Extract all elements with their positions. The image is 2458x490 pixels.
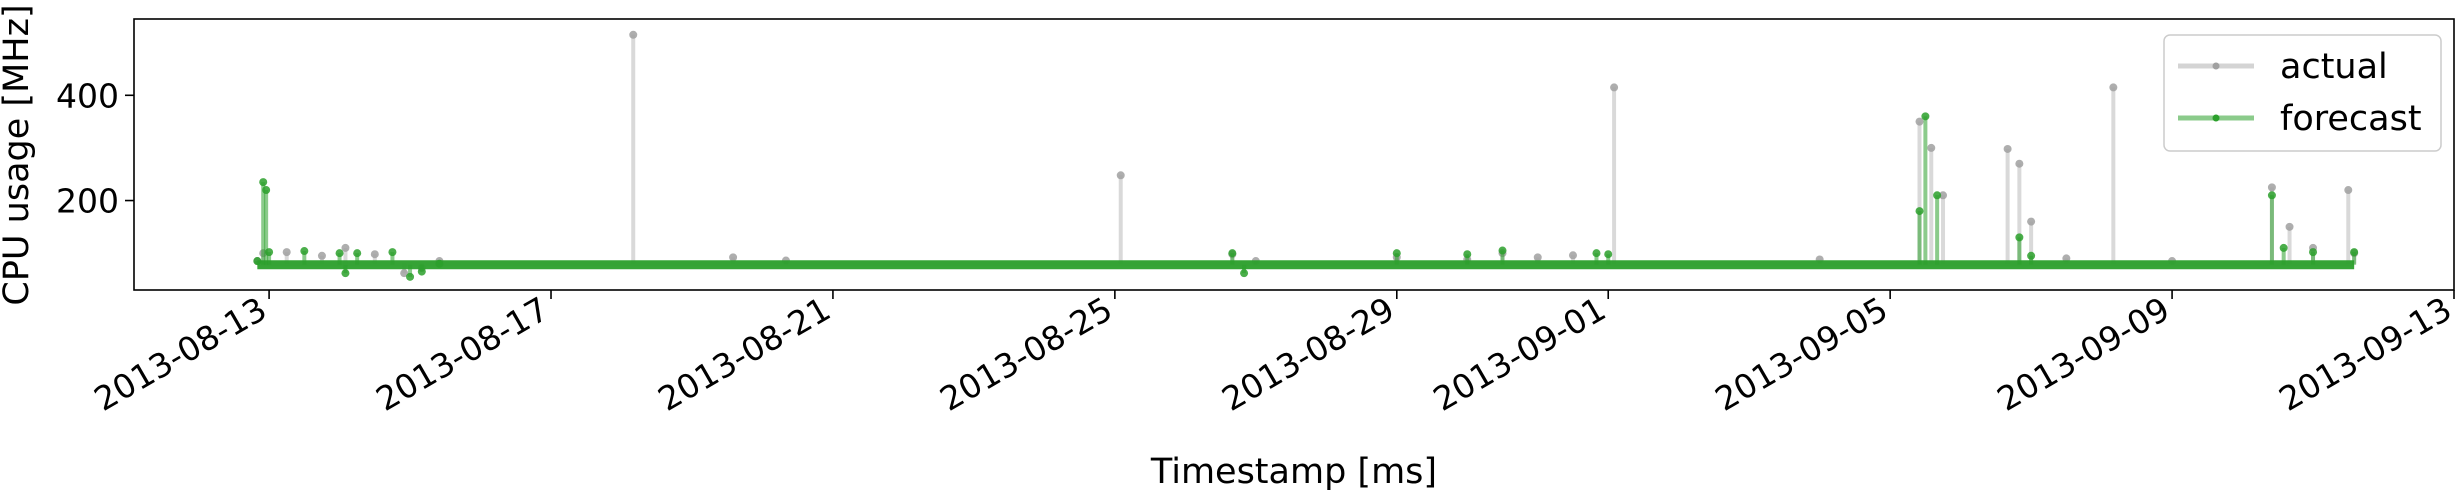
actual-point-24 bbox=[1939, 191, 1948, 200]
actual-point-6 bbox=[400, 269, 409, 278]
actual-point-25 bbox=[2003, 144, 2012, 153]
legend-actual-label: actual bbox=[2280, 47, 2388, 87]
forecast-point-1 bbox=[259, 178, 268, 187]
x-axis: 2013-08-13 2013-08-17 2013-08-21 2013-08-25… bbox=[88, 289, 2458, 419]
forecast-point-20 bbox=[1921, 112, 1930, 121]
actual-point-32 bbox=[2285, 222, 2294, 231]
forecast-point-18 bbox=[1604, 250, 1613, 259]
forecast-point-9 bbox=[406, 272, 415, 281]
forecast-point-4 bbox=[300, 247, 309, 256]
x-axis-label: Timestamp [ms] bbox=[1150, 452, 1437, 490]
forecast-point-6 bbox=[341, 269, 350, 278]
series-layer bbox=[253, 30, 2359, 281]
actual-point-20 bbox=[1610, 83, 1619, 92]
actual-point-19 bbox=[1568, 251, 1577, 260]
forecast-point-26 bbox=[2309, 248, 2318, 257]
legend: actual forecast bbox=[2163, 34, 2442, 152]
x-tick-label-0: 2013-08-13 bbox=[88, 289, 274, 419]
forecast-point-16 bbox=[1498, 246, 1507, 255]
forecast-point-0 bbox=[253, 257, 262, 266]
legend-forecast-label: forecast bbox=[2280, 99, 2422, 139]
actual-point-12 bbox=[1116, 171, 1125, 180]
actual-point-18 bbox=[1533, 253, 1542, 262]
forecast-point-11 bbox=[435, 259, 444, 268]
actual-point-29 bbox=[2109, 83, 2118, 92]
forecast-point-27 bbox=[2350, 248, 2359, 257]
forecast-point-13 bbox=[1240, 269, 1249, 278]
x-tick-label-1: 2013-08-17 bbox=[369, 289, 555, 419]
forecast-point-12 bbox=[1228, 249, 1237, 258]
x-tick-label-6: 2013-09-05 bbox=[1709, 289, 1895, 419]
forecast-point-14 bbox=[1392, 249, 1401, 258]
x-tick-label-4: 2013-08-29 bbox=[1215, 289, 1401, 419]
x-tick-label-3: 2013-08-25 bbox=[933, 289, 1119, 419]
actual-point-3 bbox=[317, 251, 326, 260]
x-tick-label-7: 2013-09-09 bbox=[1990, 289, 2176, 419]
forecast-point-8 bbox=[388, 248, 397, 257]
y-axis: 200 400 bbox=[56, 76, 134, 221]
actual-point-10 bbox=[729, 253, 738, 262]
x-tick-label-5: 2013-09-01 bbox=[1427, 289, 1613, 419]
legend-forecast-marker bbox=[2212, 114, 2220, 122]
forecast-point-10 bbox=[417, 267, 426, 276]
actual-point-5 bbox=[370, 250, 379, 259]
actual-point-26 bbox=[2015, 159, 2024, 168]
actual-point-22 bbox=[1915, 117, 1924, 126]
y-axis-label: CPU usage [MHz] bbox=[0, 4, 37, 305]
legend-actual-marker bbox=[2212, 62, 2220, 70]
forecast-point-25 bbox=[2279, 243, 2288, 252]
y-tick-label-0: 200 bbox=[56, 182, 119, 221]
forecast-point-3 bbox=[265, 248, 274, 257]
forecast-point-19 bbox=[1915, 207, 1924, 216]
forecast-point-2 bbox=[262, 186, 271, 195]
y-tick-label-1: 400 bbox=[56, 76, 119, 115]
forecast-point-21 bbox=[1933, 191, 1942, 200]
actual-point-34 bbox=[2344, 186, 2353, 195]
forecast-point-7 bbox=[353, 249, 362, 258]
x-tick-label-2: 2013-08-21 bbox=[651, 289, 837, 419]
actual-point-4 bbox=[341, 243, 350, 252]
forecast-point-22 bbox=[2015, 233, 2024, 242]
plot-frame bbox=[133, 18, 2455, 291]
forecast-point-24 bbox=[2267, 191, 2276, 200]
forecast-point-23 bbox=[2027, 251, 2036, 260]
actual-point-27 bbox=[2027, 217, 2036, 226]
actual-point-31 bbox=[2267, 183, 2276, 192]
legend-box bbox=[2163, 34, 2442, 152]
series-actual bbox=[253, 30, 2359, 278]
actual-point-2 bbox=[282, 248, 291, 257]
forecast-point-15 bbox=[1463, 250, 1472, 259]
forecast-point-5 bbox=[335, 249, 344, 258]
actual-point-23 bbox=[1927, 143, 1936, 152]
series-forecast bbox=[253, 112, 2359, 281]
forecast-point-17 bbox=[1592, 249, 1601, 258]
x-tick-label-8: 2013-09-13 bbox=[2272, 289, 2458, 419]
actual-point-9 bbox=[629, 30, 638, 39]
